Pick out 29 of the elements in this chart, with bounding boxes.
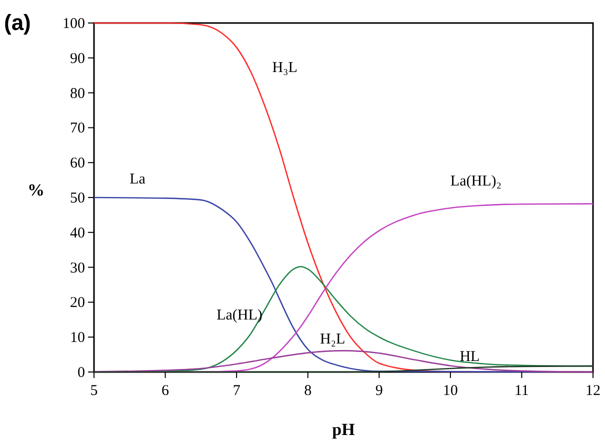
x-tick-label: 9 [375, 383, 383, 399]
x-tick-label: 5 [90, 383, 98, 399]
y-tick-label: 0 [78, 365, 85, 381]
text: (a) [4, 10, 31, 35]
y-tick-label: 40 [70, 225, 85, 242]
x-tick-label: 7 [232, 383, 241, 399]
series-label: HL [460, 349, 480, 366]
y-tick-label: 80 [70, 86, 85, 102]
y-tick-label: 70 [70, 120, 85, 137]
series-label: H₃L [272, 60, 298, 76]
series-label: La [130, 172, 146, 188]
line-series [93, 350, 594, 373]
x-tick-label: 8 [304, 383, 312, 399]
y-axis-title: % [28, 180, 44, 200]
series-label: La(HL) [216, 308, 262, 324]
y-tick-label: 100 [62, 16, 85, 32]
y-tick-label: 10 [70, 330, 85, 346]
y-tick-label: 50 [70, 190, 85, 206]
x-tick-label: 12 [586, 383, 600, 399]
x-tick-label: 6 [162, 383, 170, 399]
x-axis-title: pH [332, 420, 355, 439]
y-tick-label: 90 [70, 50, 85, 67]
y-tick-label: 30 [70, 260, 85, 276]
x-tick-label: 11 [514, 383, 529, 399]
series-label: La(HL)₂ [450, 173, 502, 190]
series-label: H₂L [320, 331, 346, 348]
x-tick-label: 10 [442, 383, 458, 399]
y-tick-label: 60 [70, 156, 85, 172]
y-tick-label: 20 [70, 295, 85, 312]
